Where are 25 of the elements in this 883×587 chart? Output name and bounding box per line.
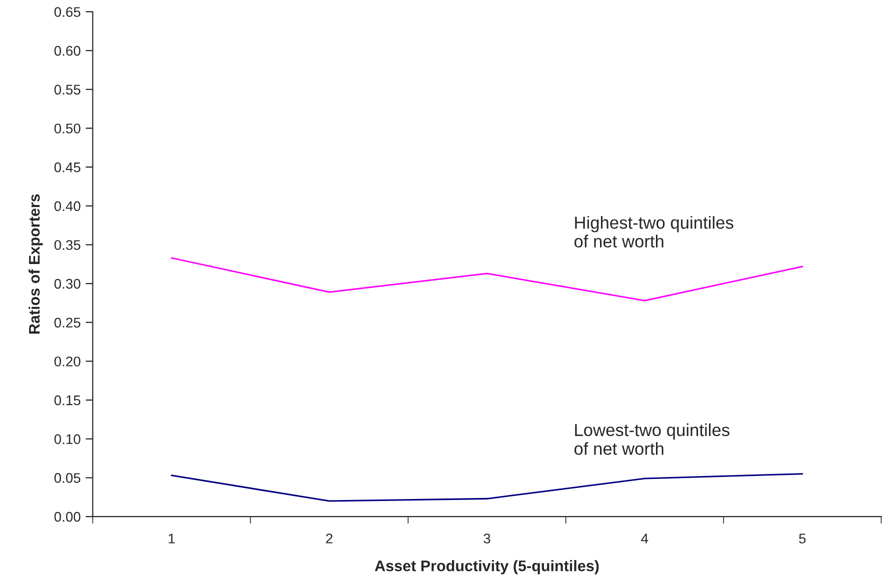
y-tick-label: 0.30	[54, 278, 80, 289]
x-axis-title: Asset Productivity (5-quintiles)	[374, 560, 599, 574]
y-tick-label: 0.35	[54, 240, 80, 250]
line-series	[170, 473, 804, 502]
y-tick-label: 0.10	[54, 434, 80, 444]
y-tick-label: 0.45	[54, 162, 80, 172]
series-label: Lowest-two quintiles of net worth	[574, 423, 730, 455]
series-label: Highest-two quintiles of net worth	[574, 216, 734, 248]
y-tick-label: 0.65	[54, 7, 80, 17]
y-tick-label: 0.00	[54, 512, 80, 522]
x-tick-label: 1	[168, 534, 175, 544]
x-tick-label: 2	[326, 534, 332, 544]
y-tick-label: 0.05	[54, 473, 80, 483]
line-series	[170, 257, 804, 302]
x-tick-label: 4	[641, 534, 648, 544]
x-tick-label: 5	[799, 534, 806, 544]
y-tick-label: 0.50	[54, 124, 80, 134]
y-tick-label: 0.60	[54, 46, 80, 56]
y-axis-title: Ratios of Exporters	[28, 194, 43, 334]
y-tick-label: 0.40	[54, 201, 80, 212]
y-tick-label: 0.20	[54, 356, 80, 366]
y-tick-label: 0.15	[54, 395, 80, 406]
y-tick-label: 0.55	[54, 84, 80, 95]
y-tick-label: 0.25	[54, 318, 80, 328]
x-tick-label: 3	[484, 534, 490, 544]
